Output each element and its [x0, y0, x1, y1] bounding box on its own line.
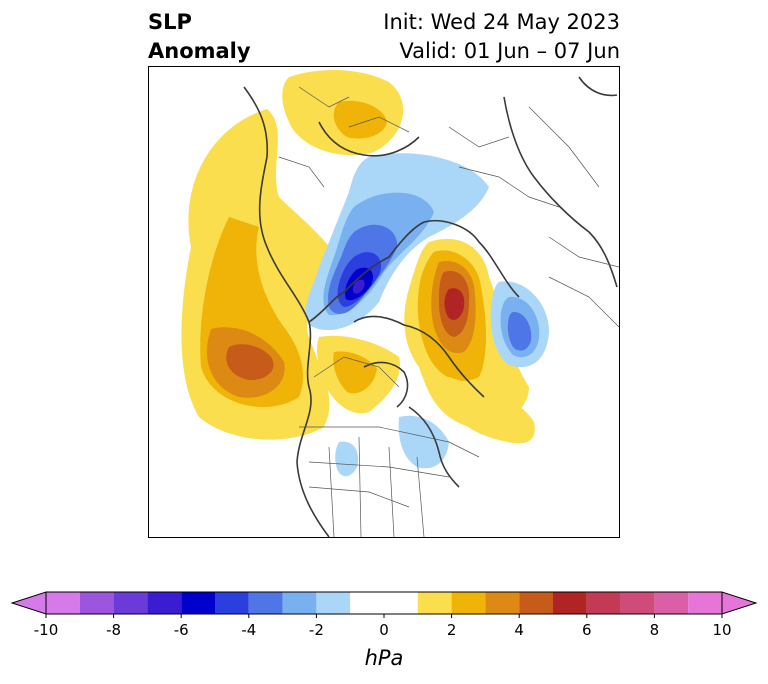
- colorbar-bin: [485, 592, 520, 614]
- colorbar-bin: [248, 592, 283, 614]
- date-info: Init: Wed 24 May 2023 Valid: 01 Jun – 07…: [383, 8, 620, 66]
- colorbar-tick-label: -8: [106, 621, 121, 639]
- colorbar-bin: [316, 592, 351, 614]
- title-line-1: SLP: [148, 10, 192, 34]
- colorbar-bin: [79, 592, 114, 614]
- colorbar-bin: [282, 592, 317, 614]
- colorbar-bin: [417, 592, 452, 614]
- colorbar-tick-label: 10: [712, 621, 731, 639]
- colorbar-bin: [586, 592, 621, 614]
- colorbar-bin: [215, 592, 249, 614]
- map-title: SLP Anomaly: [148, 8, 251, 66]
- colorbar-tick-label: -10: [34, 621, 59, 639]
- colorbar-units: hPa: [364, 646, 404, 670]
- colorbar-tick-label: -4: [241, 621, 256, 639]
- colorbar-tick-label: 8: [650, 621, 660, 639]
- colorbar-bin: [113, 592, 148, 614]
- colorbar-tick-label: 2: [447, 621, 457, 639]
- title-line-2: Anomaly: [148, 39, 251, 63]
- colorbar-bin: [181, 592, 215, 614]
- colorbar-bin: [147, 592, 182, 614]
- na-low-anomaly: [335, 415, 449, 477]
- colorbar-tick-label: 4: [514, 621, 524, 639]
- anomaly-map: [181, 70, 619, 537]
- siberia-north-high-anomaly: [282, 70, 404, 156]
- colorbar-tick-label: -6: [174, 621, 189, 639]
- colorbar-bin: [620, 592, 655, 614]
- colorbar-bin: [350, 592, 418, 614]
- colorbar-extend-low: [10, 591, 47, 615]
- coastlines: [243, 76, 618, 537]
- colorbar-tick-label: 0: [379, 621, 389, 639]
- colorbar-bin: [553, 592, 587, 614]
- colorbar: -10 -8 -6 -4 -2 0 2 4 6 8 10: [10, 591, 758, 639]
- east-pacific-high-anomaly: [317, 335, 535, 444]
- colorbar-tick-label: -2: [309, 621, 324, 639]
- init-date: Init: Wed 24 May 2023: [383, 10, 620, 34]
- political-borders: [278, 86, 619, 537]
- colorbar-tick-label: 6: [582, 621, 592, 639]
- colorbar-bin: [519, 592, 553, 614]
- colorbar-fills: [10, 591, 758, 615]
- siberia-low-anomaly: [490, 281, 549, 368]
- colorbar-bin: [46, 592, 80, 614]
- colorbar-bin: [451, 592, 486, 614]
- valid-range: Valid: 01 Jun – 07 Jun: [399, 39, 620, 63]
- colorbar-extend-high: [721, 591, 758, 615]
- pacific-high-anomaly: [181, 109, 359, 440]
- barents-high-anomaly: [404, 238, 529, 428]
- colorbar-ticks: -10 -8 -6 -4 -2 0 2 4 6 8 10: [34, 614, 732, 639]
- map-panel: [148, 66, 620, 538]
- colorbar-bin: [688, 592, 722, 614]
- colorbar-bin: [654, 592, 689, 614]
